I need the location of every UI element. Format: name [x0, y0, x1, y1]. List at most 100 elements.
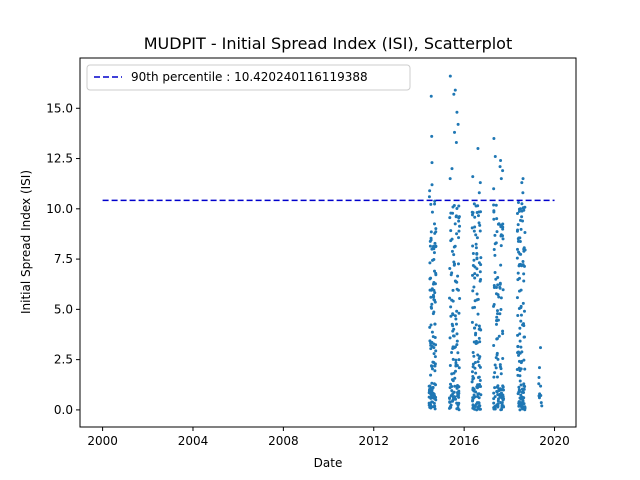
scatter-point	[496, 399, 500, 403]
scatter-point	[519, 262, 523, 266]
scatter-point	[428, 288, 432, 292]
x-tick-label: 2020	[539, 434, 570, 448]
scatter-point	[522, 387, 526, 391]
scatter-point	[430, 306, 434, 310]
scatter-point	[539, 346, 542, 350]
scatter-point	[431, 258, 434, 262]
scatter-point	[522, 272, 526, 276]
scatter-point	[498, 363, 502, 367]
scatter-point	[434, 398, 438, 402]
scatter-point	[454, 358, 458, 362]
scatter-point	[495, 230, 499, 234]
scatter-point	[450, 237, 454, 241]
scatter-point	[456, 274, 460, 278]
scatter-point	[520, 397, 524, 401]
scatter-point	[519, 288, 523, 292]
scatter-point	[451, 357, 455, 361]
scatter-point	[434, 245, 438, 249]
scatter-point	[475, 256, 479, 260]
scatter-point	[451, 299, 455, 303]
scatter-point	[457, 401, 461, 405]
scatter-point	[457, 358, 461, 362]
scatter-point	[430, 381, 434, 385]
scatter-points	[427, 74, 544, 412]
scatter-point	[470, 210, 474, 214]
scatter-point	[518, 332, 522, 336]
scatter-point	[516, 278, 520, 282]
y-tick-label: 10.0	[46, 202, 73, 216]
scatter-point	[450, 389, 454, 393]
scatter-point	[495, 315, 499, 319]
scatter-point	[521, 177, 525, 181]
scatter-point	[498, 312, 502, 316]
scatter-point	[453, 88, 457, 92]
scatter-point	[433, 395, 437, 399]
scatter-point	[474, 371, 478, 375]
scatter-point	[433, 369, 437, 373]
scatter-point	[471, 350, 475, 354]
scatter-point	[518, 218, 522, 222]
scatter-point	[430, 210, 434, 214]
scatter-point	[428, 277, 432, 281]
scatter-point	[518, 339, 522, 343]
scatter-point	[522, 402, 526, 406]
scatter-point	[520, 403, 524, 407]
scatter-point	[432, 382, 436, 386]
scatter-point	[431, 312, 435, 316]
y-tick-label: 2.5	[54, 353, 73, 367]
scatter-point	[434, 227, 438, 231]
scatter-point	[456, 262, 460, 266]
scatter-point	[495, 337, 499, 341]
scatter-point	[523, 335, 527, 339]
scatter-point	[432, 247, 436, 251]
scatter-point	[455, 232, 459, 236]
scatter-point	[471, 362, 475, 366]
scatter-point	[434, 230, 438, 234]
scatter-point	[453, 395, 457, 399]
y-axis-label: Initial Spread Index (ISI)	[19, 170, 33, 314]
scatter-point	[432, 298, 436, 302]
scatter-point	[458, 224, 462, 228]
scatter-point	[499, 372, 503, 376]
scatter-point	[455, 309, 459, 313]
scatter-point	[450, 351, 454, 355]
scatter-point	[478, 378, 482, 382]
scatter-point	[493, 405, 497, 409]
scatter-point	[432, 360, 436, 364]
scatter-point	[432, 401, 436, 405]
scatter-point	[492, 401, 496, 405]
scatter-point	[475, 273, 479, 277]
scatter-point	[428, 261, 432, 265]
scatter-point	[522, 382, 526, 386]
scatter-point	[457, 236, 461, 240]
scatter-point	[517, 306, 521, 310]
scatter-point	[478, 340, 482, 344]
scatter-point	[451, 313, 455, 317]
chart-title: MUDPIT - Initial Spread Index (ISI), Sca…	[144, 34, 512, 53]
scatter-point	[455, 110, 459, 114]
scatter-point	[517, 385, 521, 389]
scatter-point	[477, 407, 481, 411]
scatter-point	[454, 317, 458, 321]
scatter-point	[452, 334, 456, 338]
scatter-point	[430, 330, 434, 334]
scatter-point	[516, 271, 520, 275]
x-tick-label: 2008	[268, 434, 299, 448]
scatter-point	[518, 379, 522, 383]
scatter-point	[453, 222, 457, 226]
scatter-point	[449, 211, 453, 215]
scatter-point	[456, 122, 460, 126]
scatter-point	[539, 401, 543, 405]
scatter-point	[451, 379, 455, 383]
scatter-point	[496, 293, 500, 297]
scatter-point	[478, 181, 482, 185]
scatter-point	[499, 367, 503, 371]
scatter-point	[495, 353, 499, 357]
scatter-point	[496, 312, 500, 316]
scatter-point	[521, 390, 525, 394]
scatter-point	[476, 297, 480, 301]
scatter-point	[432, 280, 436, 284]
scatter-point	[519, 319, 523, 323]
scatter-point	[454, 361, 458, 365]
scatter-point	[472, 229, 476, 233]
